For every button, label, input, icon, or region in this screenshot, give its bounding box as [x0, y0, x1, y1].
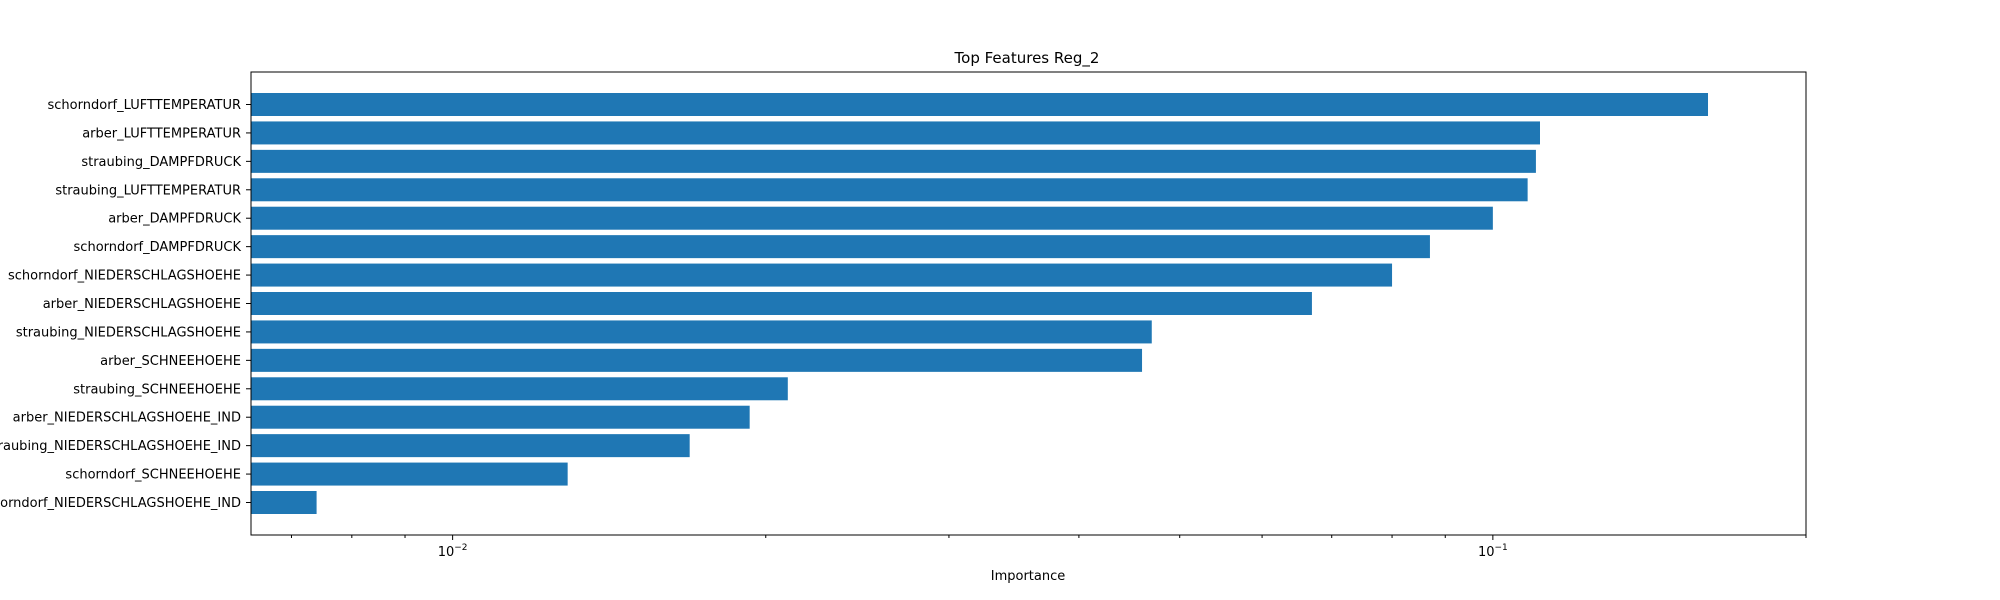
y-tick-label: arber_LUFTTEMPERATUR	[82, 126, 241, 141]
bar	[251, 320, 1152, 344]
y-tick-label: straubing_LUFTTEMPERATUR	[55, 183, 241, 198]
bar	[251, 178, 1528, 202]
bar	[251, 121, 1540, 145]
bar	[251, 405, 750, 429]
y-tick-label: arber_NIEDERSCHLAGSHOEHE_IND	[13, 411, 241, 426]
bar	[251, 434, 690, 458]
y-tick-label: straubing_SCHNEEHOEHE	[73, 382, 241, 397]
y-tick-label: arber_NIEDERSCHLAGSHOEHE	[43, 297, 241, 312]
y-tick-label: straubing_NIEDERSCHLAGSHOEHE	[16, 325, 241, 340]
y-tick-label: straubing_NIEDERSCHLAGSHOEHE_IND	[0, 439, 241, 454]
y-tick-label: arber_SCHNEEHOEHE	[100, 354, 241, 369]
bar	[251, 93, 1709, 116]
y-tick-label: arber_DAMPFDRUCK	[108, 212, 241, 227]
x-axis-label: Importance	[991, 569, 1066, 584]
y-tick-label: schorndorf_DAMPFDRUCK	[74, 240, 242, 255]
bar	[251, 206, 1493, 230]
x-axis-ticks: 10−2 10−1	[290, 535, 1807, 560]
bar	[251, 263, 1393, 287]
bar	[251, 348, 1143, 372]
y-tick-label: schorndorf_NIEDERSCHLAGSHOEHE	[8, 269, 241, 284]
bar	[251, 149, 1536, 173]
bar-group	[251, 93, 1709, 514]
bar	[251, 491, 317, 514]
bar	[251, 377, 788, 401]
bar	[251, 292, 1312, 315]
chart-title: Top Features Reg_2	[954, 49, 1100, 68]
x-tick-label: 10−1	[1478, 543, 1508, 560]
y-tick-label: schorndorf_SCHNEEHOEHE	[65, 468, 241, 483]
y-tick-label: schorndorf_LUFTTEMPERATUR	[48, 98, 241, 113]
x-tick-label: 10−2	[438, 543, 468, 560]
y-tick-labels: schorndorf_LUFTTEMPERATUR arber_LUFTTEMPE…	[0, 98, 251, 511]
plot-frame	[250, 71, 1807, 536]
y-tick-label: schorndorf_NIEDERSCHLAGSHOEHE_IND	[0, 496, 241, 511]
bar	[251, 235, 1430, 259]
bar	[251, 462, 568, 486]
y-tick-label: straubing_DAMPFDRUCK	[81, 155, 241, 170]
